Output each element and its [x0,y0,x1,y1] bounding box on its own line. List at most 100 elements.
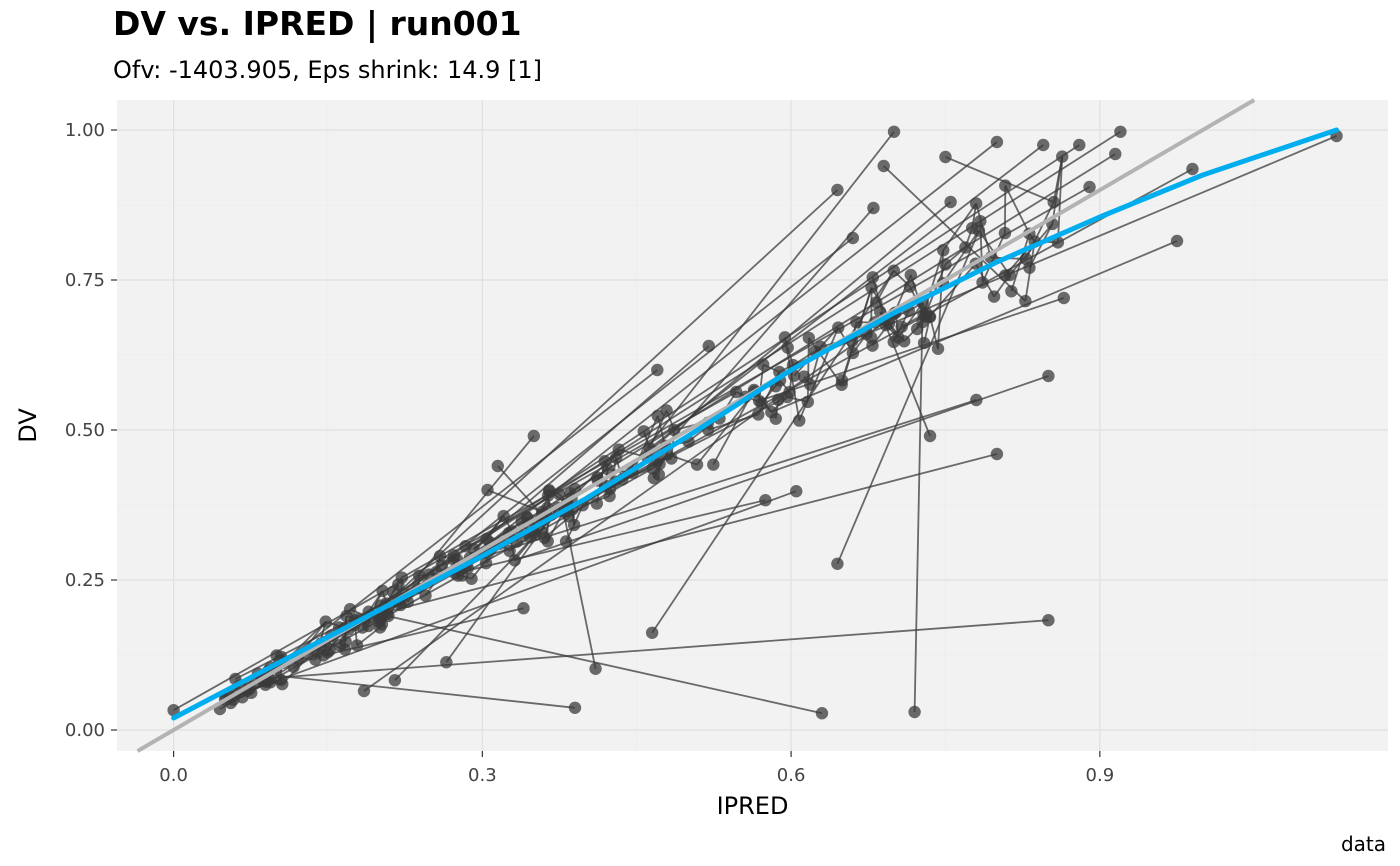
data-point [972,224,986,237]
data-point [1083,180,1096,194]
data-point [538,531,551,544]
data-point [568,701,582,714]
data-point [647,471,661,485]
data-point [376,584,389,598]
data-point [752,408,765,421]
data-point [944,195,957,209]
data-point [382,609,395,623]
subject-segment [246,369,658,692]
data-point [1056,150,1069,163]
data-point [887,264,900,277]
smooth-curve [171,127,1340,721]
data-point [270,649,283,662]
data-point [590,497,604,510]
data-point [497,509,510,523]
data-point [959,241,972,254]
data-point [543,484,556,497]
data-point [459,540,472,553]
data-point [447,549,461,562]
data-point [832,321,845,334]
data-point [637,425,650,438]
data-point [790,485,803,498]
data-point [939,258,952,271]
data-point [433,549,447,563]
data-point [904,268,917,282]
data-point [589,662,602,675]
data-point [1019,294,1032,308]
data-point [612,443,626,456]
data-point [559,535,573,548]
subject-segment [1004,185,1031,235]
data-point [908,705,921,719]
data-point [1005,285,1018,298]
smooth-line [171,127,1340,721]
x-tick-label: 0.9 [1086,765,1115,786]
data-point [990,135,1004,149]
data-point [867,201,880,215]
data-point [923,429,937,443]
data-point [412,569,426,582]
data-point [508,554,521,567]
data-point [1003,268,1016,282]
data-point [419,589,432,602]
data-point [916,315,929,329]
data-point [801,395,815,409]
subject-segment [489,141,998,544]
subject-segment [913,302,924,713]
x-axis-title: IPRED [717,792,789,820]
data-point [350,639,364,652]
data-point [1114,125,1127,138]
subject-segment [928,263,977,318]
data-point [756,358,770,371]
data-point [974,214,987,228]
data-point [527,429,541,443]
data-point [887,125,901,138]
data-point [517,602,530,615]
data-point [645,626,659,639]
x-tick-label: 0.6 [777,765,806,786]
data-point [1057,291,1071,305]
subject-segment [649,144,1044,450]
y-tick-label: 0.50 [65,420,105,441]
data-point [999,179,1012,192]
data-point [866,271,879,284]
chart-title: DV vs. IPRED | run001 [113,4,522,43]
data-point [802,331,816,345]
data-point [274,673,288,687]
data-point [707,458,720,471]
data-point [653,457,666,471]
data-point [319,615,332,628]
x-tick-label: 0.0 [159,765,188,786]
data-point [781,341,794,354]
data-point [481,483,494,497]
data-point [603,489,616,503]
subject-segment [1057,156,1064,243]
x-tick-label: 0.3 [468,765,497,786]
data-point [668,423,681,437]
data-point [831,557,844,570]
data-point [797,370,811,383]
y-tick-label: 0.75 [65,270,105,291]
identity-line-path [136,98,1256,753]
data-point [1019,252,1033,266]
data-point [1042,614,1055,627]
data-point [903,280,917,293]
data-point [1037,138,1050,152]
data-point [850,316,863,329]
y-tick-label: 1.00 [65,120,105,141]
data-point [970,393,983,407]
y-axis-title: DV [14,408,42,443]
subject-segment [257,672,576,709]
subject-segment [320,144,1080,645]
data-point [1047,195,1060,209]
subject-segment [514,375,1049,562]
data-point [357,684,371,698]
subject-segment [262,619,1049,680]
subject-segment [665,207,875,447]
data-point [793,414,806,427]
data-point [870,296,883,309]
data-point [440,656,453,669]
subject-segment [879,311,931,437]
data-point [651,363,664,377]
